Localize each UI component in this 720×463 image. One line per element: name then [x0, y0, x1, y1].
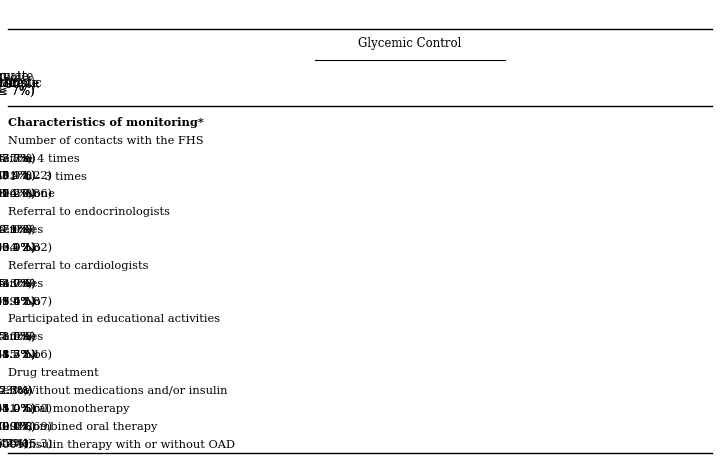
- Text: None: None: [24, 189, 55, 199]
- Text: OR (CI 95%):: OR (CI 95%):: [0, 77, 40, 90]
- Text: p-value: p-value: [0, 77, 25, 90]
- Text: 2.06 (1.18 – 3.60): 2.06 (1.18 – 3.60): [0, 403, 52, 413]
- Text: Combined oral therapy: Combined oral therapy: [24, 421, 158, 431]
- Text: 52 (39.1%): 52 (39.1%): [0, 225, 32, 235]
- Text: 206 (73.3%): 206 (73.3%): [0, 153, 36, 163]
- Text: 91 (35.3%): 91 (35.3%): [0, 278, 32, 288]
- Text: 0.79 (0.54 – 1.16): 0.79 (0.54 – 1.16): [0, 349, 52, 360]
- Text: 52 (20.9%): 52 (20.9%): [0, 420, 32, 431]
- Text: Yes: Yes: [24, 278, 43, 288]
- Text: 0.006: 0.006: [0, 189, 17, 199]
- Text: 0.011: 0.011: [0, 403, 17, 413]
- Text: No: No: [24, 350, 41, 359]
- Text: Reference: Reference: [0, 385, 30, 395]
- Text: 608 (78.5%): 608 (78.5%): [0, 349, 36, 360]
- Text: 420 (54.0%): 420 (54.0%): [0, 403, 36, 413]
- Text: 374 (71.4%): 374 (71.4%): [0, 296, 36, 306]
- Text: 524 (67.0%): 524 (67.0%): [0, 296, 36, 306]
- Text: 57 (7.3%): 57 (7.3%): [0, 385, 29, 395]
- Text: 6.11 (2.45 – 15.3): 6.11 (2.45 – 15.3): [0, 438, 52, 449]
- Text: 460 (70.9%): 460 (70.9%): [0, 242, 36, 253]
- Text: –: –: [0, 225, 4, 235]
- Text: 0.371: 0.371: [0, 171, 17, 181]
- Text: Yes: Yes: [24, 332, 43, 342]
- Text: 273 (65.0%): 273 (65.0%): [0, 403, 36, 413]
- Text: 249 (32.0%): 249 (32.0%): [0, 420, 36, 431]
- Text: –: –: [0, 278, 4, 288]
- Text: Yes: Yes: [24, 225, 43, 235]
- Text: 281 (37.7%): 281 (37.7%): [0, 153, 36, 163]
- Text: 1 – 3 times: 1 – 3 times: [24, 171, 87, 181]
- Text: 78 (38.4%): 78 (38.4%): [0, 189, 32, 199]
- Text: 649 (83.0%): 649 (83.0%): [0, 242, 36, 253]
- Text: Characteristic: Characteristic: [0, 77, 42, 90]
- Text: Total sample: Total sample: [0, 77, 38, 90]
- Text: 167 (64.7%): 167 (64.7%): [0, 278, 36, 288]
- Text: 52 (6.7%): 52 (6.7%): [0, 438, 29, 449]
- Text: Glycemic Control: Glycemic Control: [359, 37, 462, 50]
- Text: 45 (27.0%): 45 (27.0%): [0, 332, 32, 342]
- Text: 1.56 (1.06 – 2.32): 1.56 (1.06 – 2.32): [0, 242, 52, 253]
- Text: < 0.001: < 0.001: [0, 438, 24, 449]
- Text: 415 (68.3%): 415 (68.3%): [0, 349, 36, 360]
- Text: No: No: [24, 243, 41, 252]
- Text: Reference: Reference: [0, 332, 30, 342]
- Text: 189 (29.1%): 189 (29.1%): [0, 242, 36, 253]
- Text: Inadequate
(A1c ≥ 7%): Inadequate (A1c ≥ 7%): [0, 70, 35, 98]
- Text: –: –: [0, 153, 4, 163]
- Text: 258 (33.0%): 258 (33.0%): [0, 278, 36, 288]
- Text: Reference: Reference: [0, 278, 30, 288]
- Text: 133 (17.0%): 133 (17.0%): [0, 225, 36, 235]
- Text: 4.21 (2.30 – 7.69): 4.21 (2.30 – 7.69): [0, 420, 52, 431]
- Text: Reference: Reference: [0, 153, 30, 163]
- Text: ≥ 4 times: ≥ 4 times: [24, 153, 80, 163]
- Text: Drug treatment: Drug treatment: [8, 367, 99, 377]
- Text: 79 (30.1%): 79 (30.1%): [0, 171, 32, 181]
- Text: 0.84 (0.58 – 1.22): 0.84 (0.58 – 1.22): [0, 171, 52, 181]
- Text: Insulin therapy with or without OAD: Insulin therapy with or without OAD: [24, 438, 235, 449]
- Text: Reference: Reference: [0, 225, 30, 235]
- Text: Referral to endocrinologists: Referral to endocrinologists: [8, 207, 170, 217]
- Text: 81 (60.9%): 81 (60.9%): [0, 225, 32, 235]
- Text: < 0.001: < 0.001: [0, 421, 24, 431]
- Text: 30 (52.7%): 30 (52.7%): [0, 385, 32, 395]
- Text: 1.35 (0.99 – 1.87): 1.35 (0.99 – 1.87): [0, 296, 52, 306]
- Text: 183 (69.9%): 183 (69.9%): [0, 171, 36, 181]
- Text: 203 (27.2%): 203 (27.2%): [0, 189, 36, 199]
- Text: No: No: [24, 296, 41, 306]
- Text: –: –: [0, 385, 4, 395]
- Text: 0.235: 0.235: [0, 350, 17, 359]
- Text: Number of contacts with the FHS: Number of contacts with the FHS: [8, 136, 204, 145]
- Text: 8 (15.4%): 8 (15.4%): [0, 438, 29, 449]
- Text: 167 (21.5%): 167 (21.5%): [0, 332, 36, 342]
- Text: 0.059: 0.059: [0, 296, 17, 306]
- Text: Oral monotherapy: Oral monotherapy: [24, 403, 130, 413]
- Text: Adequate
(A1c < 7%): Adequate (A1c < 7%): [0, 70, 35, 98]
- Text: 44 (84.6%): 44 (84.6%): [0, 438, 32, 449]
- Text: Without medications and/or insulin: Without medications and/or insulin: [24, 385, 228, 395]
- Text: Characteristics of monitoring*: Characteristics of monitoring*: [8, 117, 204, 128]
- Text: Participated in educational activities: Participated in educational activities: [8, 314, 220, 324]
- Text: 193 (31.7%): 193 (31.7%): [0, 349, 36, 360]
- Text: 125 (61.6%): 125 (61.6%): [0, 189, 36, 199]
- Text: 122 (73.0%): 122 (73.0%): [0, 332, 36, 342]
- Text: –: –: [0, 332, 4, 342]
- Text: 262 (35.1%): 262 (35.1%): [0, 171, 36, 181]
- Text: 197 (79.1%): 197 (79.1%): [0, 420, 36, 431]
- Text: 27 (47.3%): 27 (47.3%): [0, 385, 32, 395]
- Text: 75 (26.7%): 75 (26.7%): [0, 153, 32, 163]
- Text: 0.024: 0.024: [0, 243, 17, 252]
- Text: 147 (35.0%): 147 (35.0%): [0, 403, 36, 413]
- Text: 150 (28.6%): 150 (28.6%): [0, 296, 36, 306]
- Text: 0.58 (0.39 – 0.86): 0.58 (0.39 – 0.86): [0, 189, 52, 199]
- Text: Referral to cardiologists: Referral to cardiologists: [8, 260, 148, 270]
